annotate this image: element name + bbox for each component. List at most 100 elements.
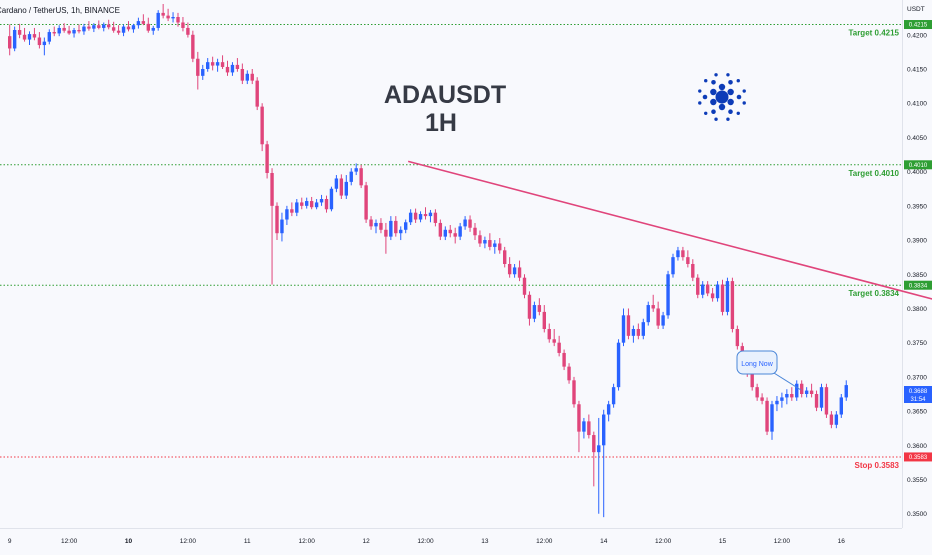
candle-body bbox=[374, 222, 378, 227]
long-now-callout[interactable]: Long Now bbox=[736, 350, 802, 391]
candle-body bbox=[636, 329, 641, 336]
logo-dot bbox=[714, 73, 718, 77]
candle-body bbox=[809, 390, 814, 394]
price-tick-label: 0.3550 bbox=[907, 477, 927, 484]
candle-body bbox=[32, 34, 37, 38]
candle-body bbox=[577, 404, 581, 432]
candle-body bbox=[290, 209, 294, 213]
target-level-label: Target 0.3834 bbox=[848, 289, 899, 298]
candle-body bbox=[171, 17, 175, 19]
candle-body bbox=[829, 414, 834, 425]
logo-dot bbox=[726, 73, 730, 77]
candle-body bbox=[12, 30, 17, 49]
candle-body bbox=[671, 257, 675, 275]
current-price-tag: 0.3688 31:54 bbox=[904, 386, 932, 403]
candle-body bbox=[438, 222, 443, 237]
logo-dot bbox=[698, 101, 702, 105]
target-level-tag bbox=[904, 160, 932, 170]
logo-dot bbox=[718, 83, 726, 91]
candle-body bbox=[166, 15, 170, 19]
price-tick-label: 0.3850 bbox=[907, 272, 927, 279]
logo-dot bbox=[728, 79, 733, 85]
target-level-label: Target 0.4010 bbox=[848, 169, 899, 178]
candle-body bbox=[67, 30, 71, 34]
time-axis[interactable]: 9 12:00 10 12:00 11 12:00 12 12:00 13 12:00 14 12:0… bbox=[0, 528, 902, 546]
time-tick-label: 9 bbox=[8, 538, 12, 545]
candle-body bbox=[483, 240, 487, 244]
resistance-trendline[interactable] bbox=[407, 160, 932, 303]
candle-body bbox=[77, 30, 81, 32]
chart-title-symbol: ADAUSDT bbox=[384, 81, 506, 109]
time-tick-label: 12:00 bbox=[774, 538, 791, 545]
candle-body bbox=[681, 250, 685, 258]
candle-body bbox=[201, 69, 205, 76]
candle-body bbox=[389, 220, 393, 237]
logo-dot bbox=[704, 111, 708, 115]
time-tick-label: 13 bbox=[481, 538, 489, 545]
candle-body bbox=[785, 394, 789, 398]
logo-dot bbox=[728, 109, 733, 115]
candle-body bbox=[844, 385, 848, 398]
candle-body bbox=[512, 267, 517, 275]
candle-body bbox=[696, 277, 700, 295]
candle-body bbox=[795, 383, 799, 398]
candle-body bbox=[676, 250, 680, 258]
candle-body bbox=[790, 394, 794, 398]
price-axis[interactable]: USDT 0.4200 0.4150 0.4100 0.4050 0.4000 0.395… bbox=[902, 0, 928, 528]
candle-body bbox=[666, 274, 670, 316]
candle-body bbox=[72, 30, 76, 34]
candle-body bbox=[240, 69, 245, 81]
target-level-value: 0.3834 bbox=[875, 289, 900, 298]
candle-body bbox=[750, 370, 754, 388]
candle-body bbox=[413, 212, 418, 220]
callout-pointer bbox=[773, 372, 802, 391]
candle-body bbox=[8, 36, 12, 49]
time-tick-label: 12:00 bbox=[299, 538, 316, 545]
candle-body bbox=[691, 264, 695, 278]
candle-body bbox=[547, 329, 551, 340]
candle-body bbox=[572, 380, 576, 405]
candle-body bbox=[532, 305, 537, 319]
target-level-tag bbox=[904, 20, 932, 30]
candle-body bbox=[146, 23, 150, 31]
candle-body bbox=[621, 315, 626, 343]
candle-body bbox=[136, 21, 141, 26]
candle-body bbox=[62, 27, 66, 31]
candle-body bbox=[52, 32, 56, 34]
candle-body bbox=[705, 284, 710, 294]
candle-body bbox=[468, 219, 472, 228]
candle-body bbox=[260, 106, 264, 145]
target-level-tag-value: 0.4215 bbox=[909, 23, 928, 29]
candle-body bbox=[730, 281, 735, 329]
candle-body bbox=[567, 366, 571, 381]
symbol-header: Cardano / TetherUS, 1h, BINANCE bbox=[0, 6, 120, 15]
candle-body bbox=[715, 284, 720, 299]
candle-body bbox=[507, 264, 512, 275]
drawing-overlays bbox=[407, 160, 932, 303]
candle-body bbox=[562, 352, 566, 367]
candle-body bbox=[87, 26, 91, 29]
candle-body bbox=[285, 209, 289, 220]
candle-body bbox=[839, 397, 843, 415]
candle-body bbox=[814, 394, 819, 408]
logo-dot bbox=[710, 98, 717, 106]
candle-body bbox=[364, 185, 368, 220]
price-tick-label: 0.4050 bbox=[907, 135, 927, 142]
candle-body bbox=[448, 229, 452, 234]
candle-body bbox=[111, 27, 116, 31]
logo-dot bbox=[742, 101, 746, 105]
candle-body bbox=[329, 188, 334, 210]
candle-body bbox=[334, 178, 339, 189]
candle-body bbox=[305, 201, 309, 206]
logo-dot bbox=[711, 109, 716, 115]
candle-body bbox=[404, 222, 408, 230]
candle-body bbox=[17, 30, 22, 35]
candle-body bbox=[458, 226, 462, 237]
candle-body bbox=[626, 315, 631, 336]
candle-body bbox=[542, 311, 546, 329]
stop-level-name: Stop bbox=[855, 461, 875, 470]
candle-body bbox=[755, 387, 759, 398]
logo-dot bbox=[726, 117, 730, 121]
